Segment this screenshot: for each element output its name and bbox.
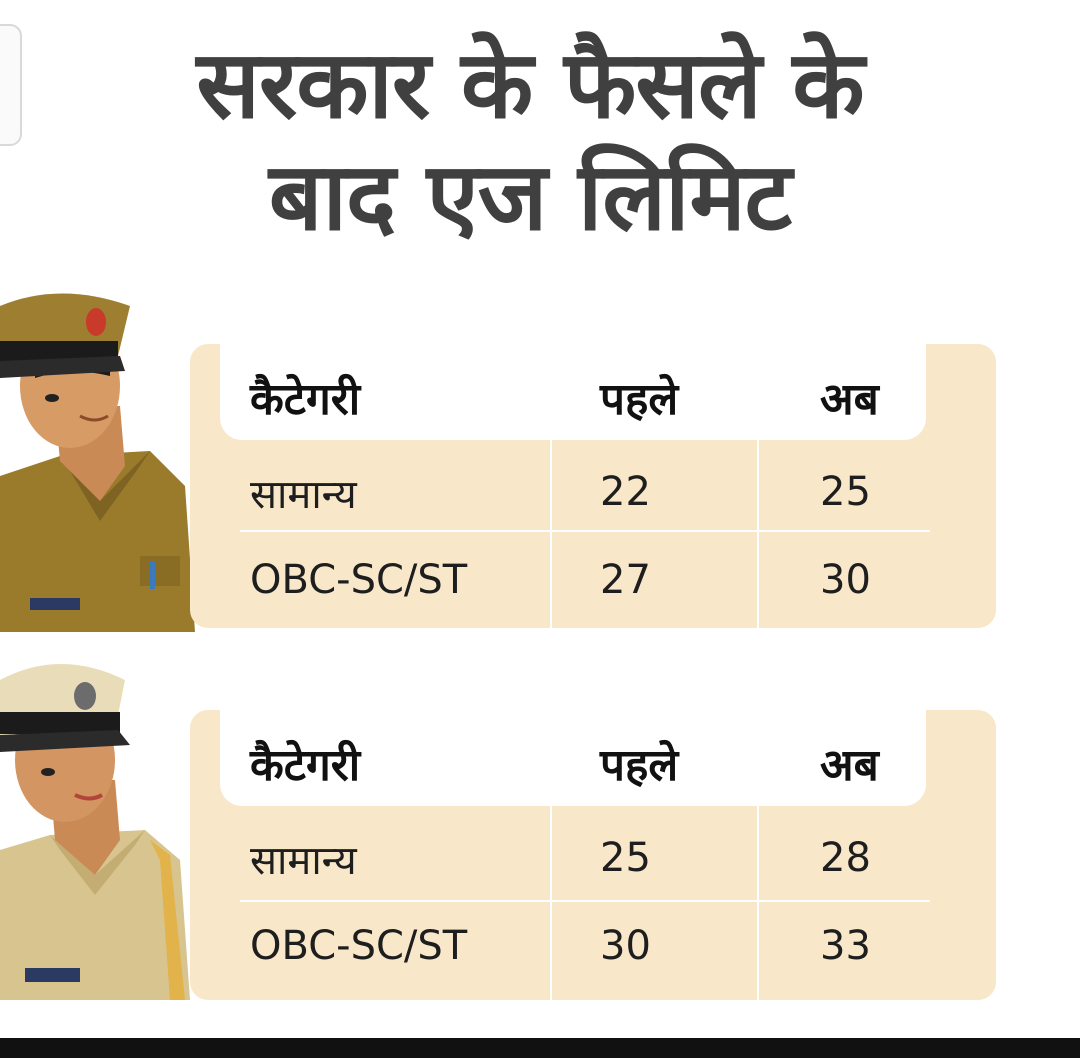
female-officer-illustration [0, 664, 190, 1000]
table-header-strip [220, 710, 926, 806]
male-officer-illustration [0, 293, 195, 632]
table-header-row: कैटेगरी पहले अब [250, 728, 930, 798]
page-title: सरकार के फैसले के बाद एज लिमिट [20, 30, 1040, 254]
column-divider [757, 710, 759, 1000]
header-before: पहले [600, 374, 679, 425]
category-cell: सामान्य [250, 837, 357, 884]
row-divider [240, 530, 930, 532]
header-now: अब [820, 374, 879, 425]
column-divider [757, 344, 759, 628]
now-cell: 25 [820, 469, 871, 515]
category-cell: OBC-SC/ST [250, 923, 468, 969]
category-cell: OBC-SC/ST [250, 557, 468, 603]
before-cell: 27 [600, 557, 651, 603]
table-row: OBC-SC/ST 30 33 [250, 902, 930, 990]
now-cell: 28 [820, 835, 871, 881]
age-table-panel-1: कैटेगरी पहले अब सामान्य 22 25 OBC-SC/ST … [190, 344, 996, 628]
title-line-1: सरकार के फैसले के [196, 31, 864, 140]
header-now: अब [820, 740, 879, 791]
table-header-row: कैटेगरी पहले अब [250, 362, 930, 432]
title-line-2: बाद एज लिमिट [268, 143, 792, 252]
column-divider [550, 344, 552, 628]
category-cell: सामान्य [250, 471, 357, 518]
now-cell: 33 [820, 923, 871, 969]
table-row: सामान्य 22 25 [250, 452, 930, 532]
table-row: सामान्य 25 28 [250, 818, 930, 898]
header-before: पहले [600, 740, 679, 791]
before-cell: 30 [600, 923, 651, 969]
table-header-strip [220, 344, 926, 440]
age-table-panel-2: कैटेगरी पहले अब सामान्य 25 28 OBC-SC/ST … [190, 710, 996, 1000]
table-row: OBC-SC/ST 27 30 [250, 536, 930, 624]
before-cell: 25 [600, 835, 651, 881]
before-cell: 22 [600, 469, 651, 515]
row-divider [240, 900, 930, 902]
header-category: कैटेगरी [250, 740, 361, 791]
column-divider [550, 710, 552, 1000]
left-edge-card [0, 24, 22, 146]
header-category: कैटेगरी [250, 374, 361, 425]
now-cell: 30 [820, 557, 871, 603]
bottom-bar [0, 1038, 1080, 1058]
